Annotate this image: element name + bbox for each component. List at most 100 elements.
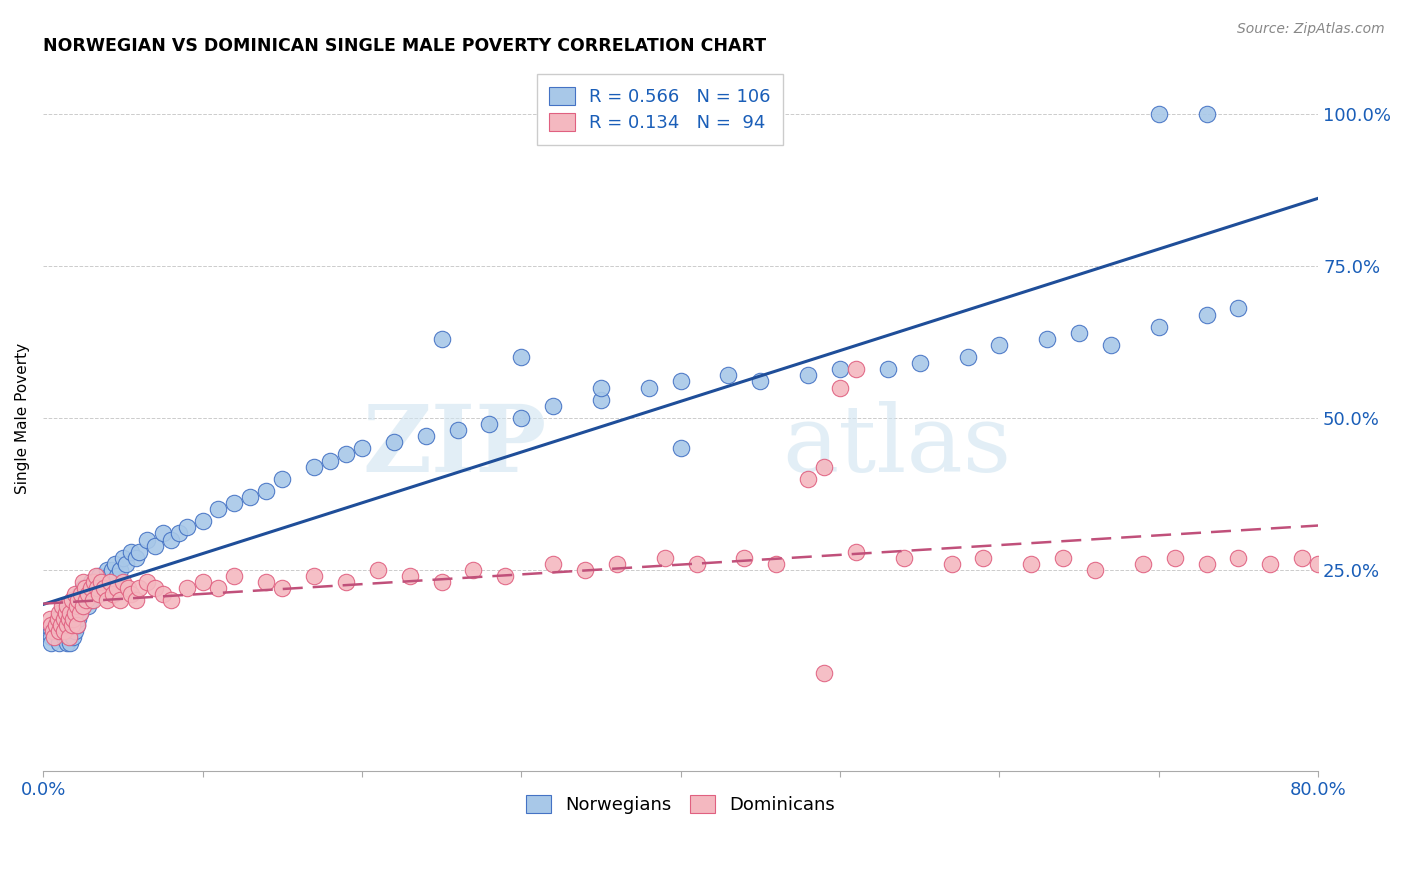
Point	[84, 569, 107, 583]
Point	[606, 557, 628, 571]
Point	[38, 612, 60, 626]
Point	[1227, 301, 1250, 316]
Point	[72, 599, 94, 614]
Point	[73, 581, 96, 595]
Point	[80, 581, 103, 595]
Point	[143, 581, 166, 595]
Point	[1260, 557, 1282, 571]
Point	[90, 575, 112, 590]
Point	[44, 617, 66, 632]
Point	[167, 526, 190, 541]
Point	[1067, 326, 1090, 340]
Point	[45, 624, 67, 638]
Point	[55, 606, 77, 620]
Point	[828, 362, 851, 376]
Point	[59, 606, 82, 620]
Point	[176, 581, 198, 595]
Point	[48, 636, 70, 650]
Point	[90, 581, 112, 595]
Point	[96, 593, 118, 607]
Point	[62, 612, 84, 626]
Point	[56, 624, 79, 638]
Point	[124, 593, 146, 607]
Point	[76, 587, 98, 601]
Point	[76, 581, 98, 595]
Point	[446, 423, 468, 437]
Point	[93, 581, 115, 595]
Point	[70, 599, 93, 614]
Point	[69, 606, 91, 620]
Point	[398, 569, 420, 583]
Point	[589, 380, 612, 394]
Point	[654, 550, 676, 565]
Point	[1132, 557, 1154, 571]
Point	[46, 612, 69, 626]
Text: NORWEGIAN VS DOMINICAN SINGLE MALE POVERTY CORRELATION CHART: NORWEGIAN VS DOMINICAN SINGLE MALE POVER…	[44, 37, 766, 55]
Point	[51, 624, 73, 638]
Point	[80, 575, 103, 590]
Point	[60, 624, 83, 638]
Point	[350, 442, 373, 456]
Point	[52, 612, 75, 626]
Point	[1195, 308, 1218, 322]
Point	[302, 459, 325, 474]
Point	[685, 557, 707, 571]
Point	[143, 539, 166, 553]
Point	[82, 581, 104, 595]
Point	[51, 606, 73, 620]
Point	[128, 581, 150, 595]
Point	[48, 606, 70, 620]
Point	[39, 636, 62, 650]
Point	[845, 545, 868, 559]
Point	[1308, 557, 1330, 571]
Point	[52, 624, 75, 638]
Point	[48, 624, 70, 638]
Point	[430, 332, 453, 346]
Point	[63, 593, 86, 607]
Point	[51, 599, 73, 614]
Point	[39, 630, 62, 644]
Point	[191, 514, 214, 528]
Point	[510, 350, 533, 364]
Point	[63, 624, 86, 638]
Point	[49, 617, 72, 632]
Point	[115, 557, 138, 571]
Point	[1227, 550, 1250, 565]
Point	[58, 630, 80, 644]
Point	[60, 606, 83, 620]
Point	[44, 630, 66, 644]
Point	[972, 550, 994, 565]
Legend: Norwegians, Dominicans: Norwegians, Dominicans	[515, 784, 846, 825]
Point	[430, 575, 453, 590]
Point	[749, 375, 772, 389]
Point	[191, 575, 214, 590]
Point	[67, 593, 90, 607]
Point	[60, 617, 83, 632]
Point	[69, 587, 91, 601]
Point	[1019, 557, 1042, 571]
Point	[1147, 107, 1170, 121]
Point	[80, 593, 103, 607]
Point	[956, 350, 979, 364]
Point	[669, 375, 692, 389]
Point	[1052, 550, 1074, 565]
Point	[52, 612, 75, 626]
Point	[908, 356, 931, 370]
Point	[66, 599, 89, 614]
Point	[91, 575, 114, 590]
Point	[45, 617, 67, 632]
Point	[637, 380, 659, 394]
Y-axis label: Single Male Poverty: Single Male Poverty	[15, 343, 30, 493]
Point	[813, 666, 835, 681]
Point	[478, 417, 501, 431]
Point	[415, 429, 437, 443]
Point	[42, 624, 65, 638]
Point	[75, 593, 97, 607]
Point	[105, 581, 128, 595]
Point	[58, 612, 80, 626]
Point	[48, 612, 70, 626]
Point	[98, 575, 121, 590]
Point	[93, 581, 115, 595]
Point	[159, 593, 181, 607]
Point	[765, 557, 787, 571]
